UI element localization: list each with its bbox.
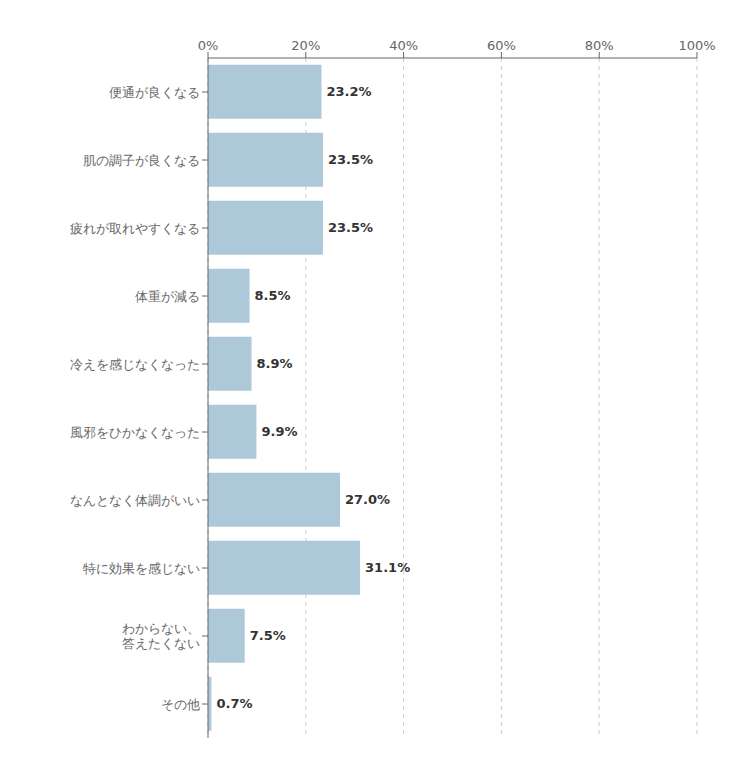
- svg-text:23.5%: 23.5%: [328, 220, 373, 235]
- svg-text:8.5%: 8.5%: [255, 288, 291, 303]
- svg-text:特に効果を感じない: 特に効果を感じない: [83, 561, 200, 576]
- svg-text:40%: 40%: [389, 38, 418, 53]
- svg-text:60%: 60%: [487, 38, 516, 53]
- svg-text:体重が減る: 体重が減る: [135, 289, 200, 304]
- svg-text:23.5%: 23.5%: [328, 152, 373, 167]
- svg-text:31.1%: 31.1%: [365, 560, 410, 575]
- svg-text:冷えを感じなくなった: 冷えを感じなくなった: [70, 357, 200, 372]
- svg-text:風邪をひかなくなった: 風邪をひかなくなった: [70, 425, 200, 440]
- svg-text:なんとなく体調がいい: なんとなく体調がいい: [70, 493, 200, 508]
- svg-text:100%: 100%: [678, 38, 715, 53]
- svg-text:便通が良くなる: 便通が良くなる: [109, 85, 200, 100]
- svg-text:0.7%: 0.7%: [216, 696, 252, 711]
- svg-text:20%: 20%: [291, 38, 320, 53]
- svg-text:80%: 80%: [585, 38, 614, 53]
- svg-text:肌の調子が良くなる: 肌の調子が良くなる: [83, 153, 200, 168]
- svg-text:疲れが取れやすくなる: 疲れが取れやすくなる: [70, 221, 200, 236]
- svg-text:7.5%: 7.5%: [250, 628, 286, 643]
- svg-text:わからない、答えたくない: わからない、答えたくない: [122, 621, 200, 652]
- svg-text:8.9%: 8.9%: [257, 356, 293, 371]
- svg-text:23.2%: 23.2%: [326, 84, 371, 99]
- svg-text:0%: 0%: [198, 38, 219, 53]
- svg-text:9.9%: 9.9%: [261, 424, 297, 439]
- svg-text:27.0%: 27.0%: [345, 492, 390, 507]
- svg-text:その他: その他: [161, 697, 200, 712]
